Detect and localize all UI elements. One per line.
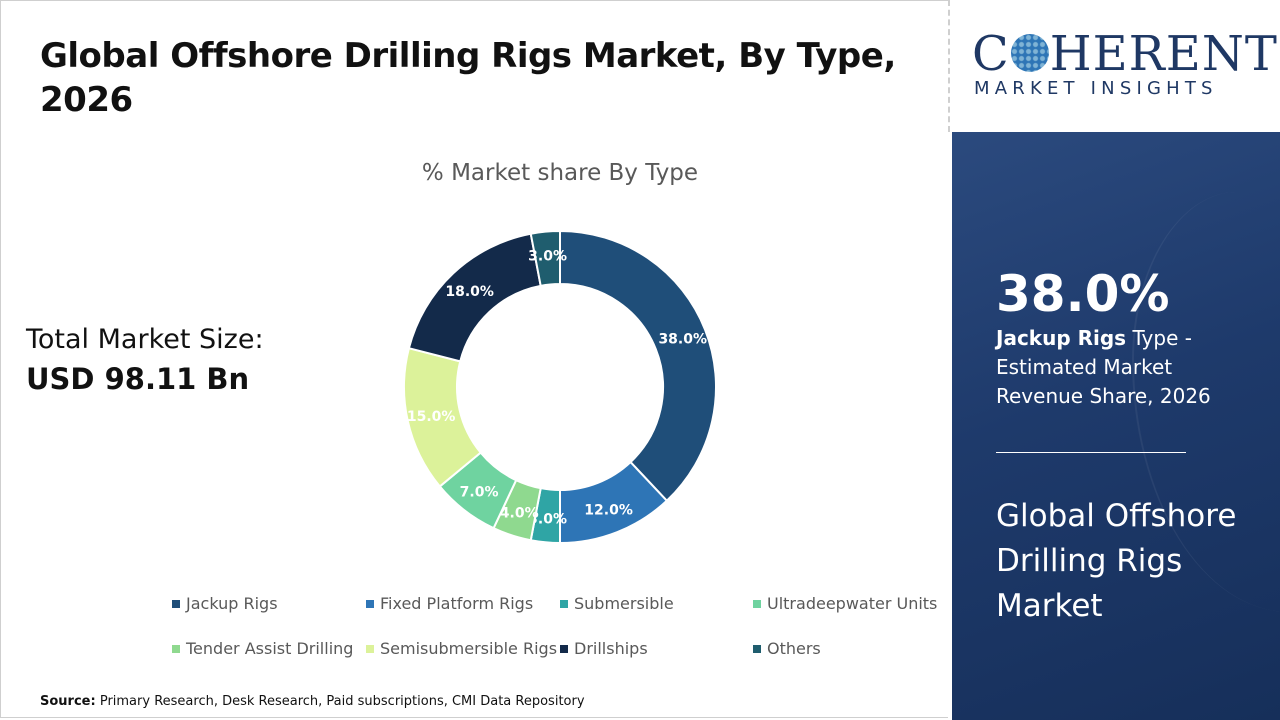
logo-word-start: C [972,26,1010,82]
slice-label-ultradeepwater-units: 7.0% [460,484,499,500]
highlight-market-name: Global Offshore Drilling Rigs Market [996,498,1237,624]
total-market-value: USD 98.11 Bn [26,362,250,396]
logo-globe-icon [1010,34,1049,72]
panel-divider [996,452,1186,453]
divider [948,0,950,132]
slice-label-tender-assist-drilling: 4.0% [500,506,539,522]
slice-label-others: 3.0% [528,249,567,265]
slice-label-drillships: 18.0% [445,284,494,300]
total-market-label: Total Market Size: [26,324,264,355]
highlight-description-text: Type - Estimated Market Revenue Share, 2… [996,326,1211,408]
slice-label-fixed-platform-rigs: 12.0% [584,503,633,519]
highlight-percent: 38.0% [996,265,1170,323]
highlight-segment: Jackup Rigs [996,326,1127,350]
page-title: Global Offshore Drilling Rigs Market, By… [40,36,896,120]
donut-chart: 38.0%12.0%3.0%4.0%7.0%15.0%18.0%3.0% [403,229,717,545]
source-text: Primary Research, Desk Research, Paid su… [99,694,585,709]
company-logo: C HERENT MARKET INSIGHTS [952,0,1280,132]
chart-frame [0,0,948,718]
logo-subtitle: MARKET INSIGHTS [974,78,1218,99]
donut-slice-jackup-rigs [559,229,717,503]
logo-word-end: HERENT [1049,26,1278,82]
source-label: Source: [40,694,96,709]
highlight-description: Jackup Rigs Type - Estimated Market Reve… [996,324,1256,411]
highlight-panel: 38.0% Jackup Rigs Type - Estimated Marke… [952,132,1280,720]
slice-label-semisubmersible-rigs: 15.0% [407,409,456,425]
slice-label-submersible: 3.0% [528,511,567,527]
slice-label-jackup-rigs: 38.0% [658,331,707,347]
logo-wordmark: C HERENT [972,28,1278,80]
donut-slice-others [529,229,561,287]
source-note: Source: Primary Research, Desk Research,… [40,694,585,709]
chart-title: % Market share By Type [421,160,699,186]
